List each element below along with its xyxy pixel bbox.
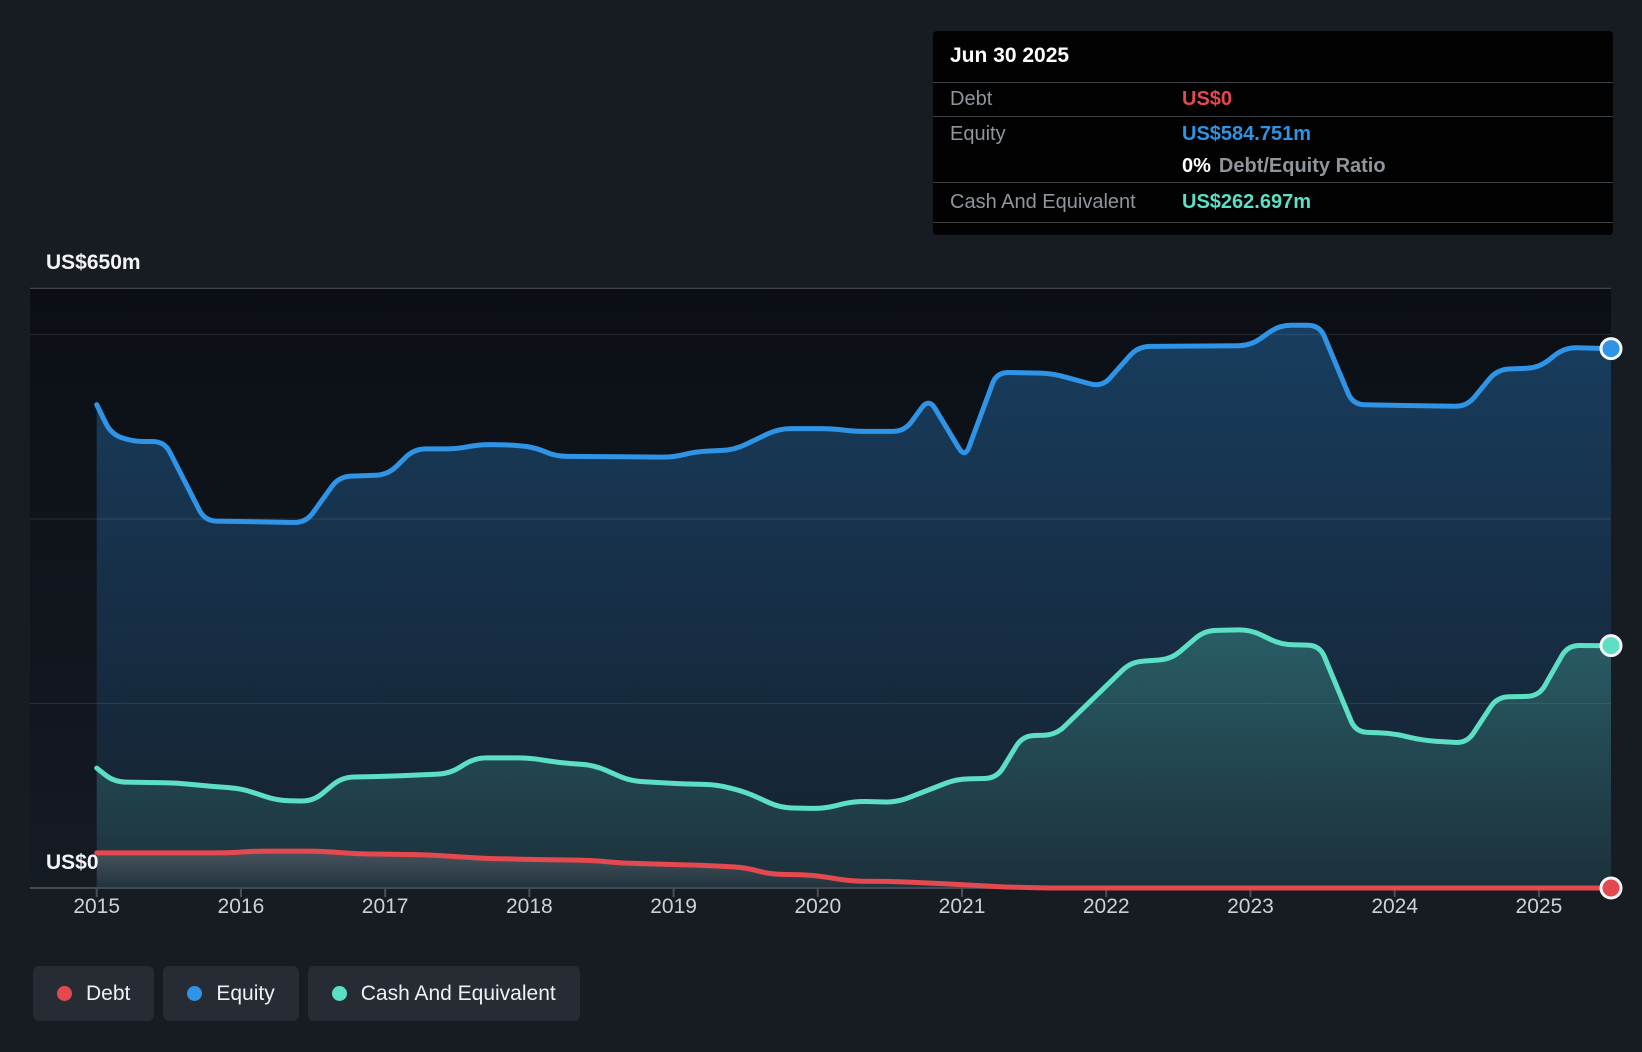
- tooltip-cash-label: Cash And Equivalent: [950, 191, 1136, 213]
- debt-endpoint-dot[interactable]: [1599, 876, 1623, 900]
- tooltip-cash-value: US$262.697m: [1182, 191, 1311, 213]
- x-axis-label-2018: 2018: [506, 895, 553, 918]
- legend-label-equity: Equity: [216, 981, 275, 1005]
- tooltip-row-debt: Debt US$0: [933, 82, 1613, 116]
- legend-pill-debt[interactable]: Debt: [33, 966, 155, 1021]
- cash-series-dot-icon: [331, 986, 347, 1001]
- cash-endpoint-dot[interactable]: [1599, 634, 1623, 658]
- tooltip-row-equity: Equity US$584.751m: [933, 116, 1613, 151]
- legend-label-cash: Cash And Equivalent: [360, 981, 556, 1005]
- legend-pill-equity[interactable]: Equity: [163, 966, 299, 1021]
- x-axis-label-2019: 2019: [650, 895, 697, 918]
- equity-endpoint-dot[interactable]: [1599, 337, 1623, 361]
- legend-label-debt: Debt: [86, 981, 131, 1005]
- tooltip-debt-value: US$0: [1182, 88, 1233, 110]
- cash-area: [96, 629, 1612, 888]
- tooltip-date: Jun 30 2025: [950, 44, 1070, 67]
- x-axis-label-2023: 2023: [1227, 895, 1274, 918]
- equity-line: [94, 322, 1614, 526]
- chart-tooltip: Jun 30 2025 Debt US$0 Equity US$584.751m…: [933, 31, 1613, 235]
- tooltip-equity-value: US$584.751m: [1182, 122, 1311, 145]
- equity-series-dot-icon: [187, 986, 203, 1001]
- x-axis-label-2025: 2025: [1515, 895, 1563, 918]
- x-axis-label-2015: 2015: [73, 895, 121, 918]
- x-axis-label-2022: 2022: [1082, 895, 1130, 918]
- debt-series-dot-icon: [57, 986, 72, 1001]
- x-axis-label-2017: 2017: [361, 895, 409, 918]
- y-axis-label-max: US$650m: [46, 251, 141, 274]
- tooltip-equity-label: Equity: [950, 122, 1006, 145]
- x-axis-label-2016: 2016: [217, 895, 265, 918]
- y-axis-label-zero: US$0: [46, 851, 99, 874]
- cash-line: [94, 627, 1614, 811]
- debt-area: [96, 851, 1612, 888]
- tooltip-row-cash: Cash And Equivalent US$262.697m: [933, 182, 1613, 223]
- debt-line: [94, 848, 1614, 891]
- tooltip-row-ratio: 0% Debt/Equity Ratio: [933, 151, 1613, 182]
- tooltip-ratio-label: Debt/Equity Ratio: [1218, 155, 1386, 177]
- x-axis-label-2024: 2024: [1371, 895, 1419, 918]
- tooltip-ratio-value: 0%: [1182, 155, 1211, 177]
- chart-legend: Debt Equity Cash And Equivalent: [33, 966, 580, 1021]
- tooltip-debt-label: Debt: [950, 88, 993, 110]
- x-axis-label-2021: 2021: [938, 895, 986, 918]
- legend-pill-cash[interactable]: Cash And Equivalent: [307, 966, 580, 1021]
- x-axis-label-2020: 2020: [794, 895, 842, 918]
